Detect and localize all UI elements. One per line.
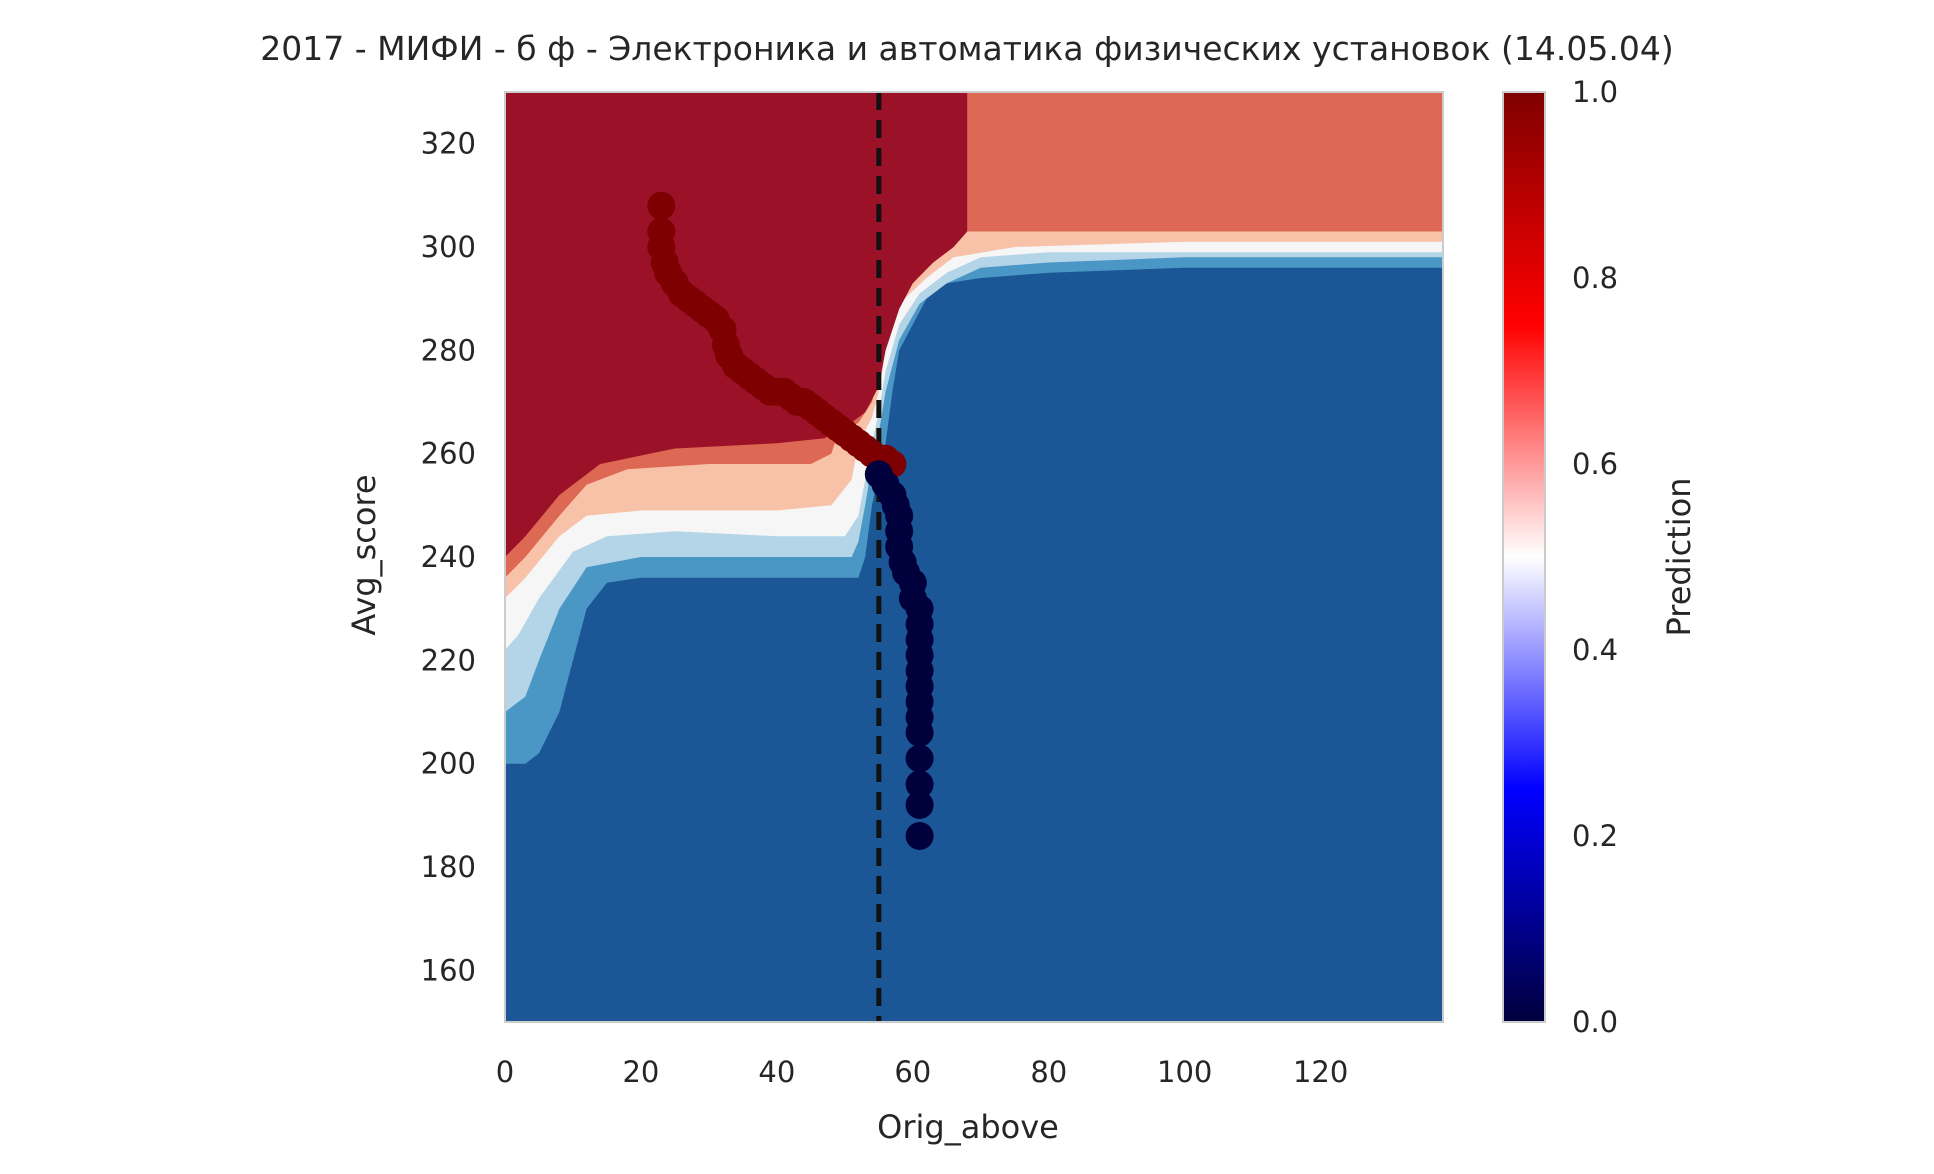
point-s1-20	[905, 744, 934, 773]
y-tick-label: 220	[421, 643, 476, 677]
colorbar-tick-label: 0.8	[1572, 261, 1618, 295]
y-tick-label: 280	[421, 333, 476, 367]
colorbar-label: Prediction	[1660, 478, 1698, 637]
y-tick-label: 240	[421, 540, 476, 574]
y-axis-label: Avg_score	[345, 474, 383, 635]
colorbar-tick-label: 0.0	[1572, 1005, 1618, 1039]
y-tick-label: 200	[421, 747, 476, 781]
point-s1-22	[905, 791, 934, 819]
plot-area	[504, 91, 1444, 1023]
x-tick-label: 80	[1030, 1055, 1067, 1089]
point-s0-0	[647, 191, 676, 220]
x-tick-label: 0	[496, 1055, 514, 1089]
x-axis-label: Orig_above	[877, 1108, 1059, 1146]
y-axis-ticks: 160 180 200 220 240 260 280 300 320	[421, 127, 476, 988]
point-s1-21	[905, 770, 934, 799]
x-axis-ticks: 0 20 40 60 80 100 120	[496, 1055, 1349, 1089]
colorbar: 0.0 0.2 0.4 0.6 0.8 1.0 Prediction	[1502, 75, 1698, 1039]
point-s1-19	[905, 718, 934, 747]
x-tick-label: 60	[894, 1055, 931, 1089]
point-s1-23	[905, 822, 934, 850]
colorbar-tick-label: 0.2	[1572, 819, 1618, 853]
surface-region-6	[505, 92, 968, 557]
colorbar-gradient	[1502, 91, 1546, 1023]
x-tick-label: 100	[1157, 1055, 1212, 1089]
decision-surface	[505, 92, 1443, 1022]
y-tick-label: 160	[421, 953, 476, 987]
x-tick-label: 120	[1293, 1055, 1348, 1089]
colorbar-tick-label: 1.0	[1572, 75, 1618, 109]
colorbar-tick-label: 0.6	[1572, 447, 1618, 481]
x-tick-label: 40	[758, 1055, 795, 1089]
y-tick-label: 260	[421, 437, 476, 471]
x-tick-label: 20	[622, 1055, 659, 1089]
colorbar-tick-label: 0.4	[1572, 633, 1618, 667]
data-points	[647, 191, 934, 850]
chart-title: 2017 - МИФИ - б ф - Электроника и автома…	[260, 29, 1673, 68]
plot-frame	[504, 91, 1444, 1023]
y-tick-label: 300	[421, 230, 476, 264]
y-tick-label: 320	[421, 127, 476, 161]
y-tick-label: 180	[421, 850, 476, 884]
colorbar-ticks: 0.0 0.2 0.4 0.6 0.8 1.0	[1572, 75, 1618, 1039]
